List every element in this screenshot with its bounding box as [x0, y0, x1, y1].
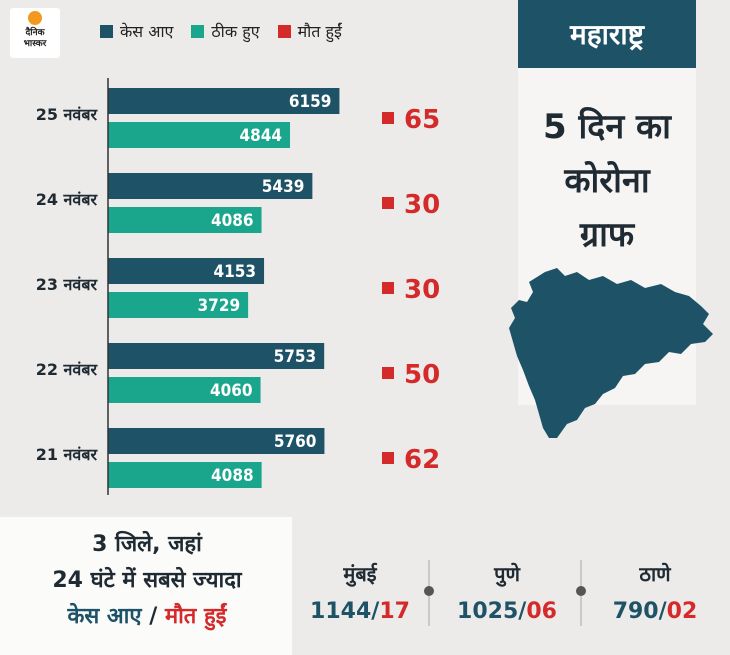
graph-title-line3: ग्राफ	[579, 215, 635, 255]
brand-logo: दैनिक भास्कर	[10, 8, 60, 58]
legend-item-deaths: मौत हुईं	[277, 20, 342, 42]
bar-recovered	[108, 462, 262, 488]
separator-dot-icon	[576, 586, 586, 596]
city-name: मुंबई	[343, 562, 377, 586]
separator	[576, 560, 586, 626]
city-mumbai: मुंबई 1144/17	[290, 560, 430, 624]
death-value: 65	[404, 105, 440, 135]
bar-cases	[108, 173, 313, 199]
bar-recovered	[108, 207, 262, 233]
caption-separator: /	[141, 604, 165, 629]
caption-line1: 3 जिले, जहां	[92, 532, 202, 557]
category-label: 22 नवंबर	[36, 360, 99, 379]
bar-label-recovered: 3729	[198, 296, 241, 316]
bar-recovered	[108, 292, 249, 318]
bottom-left-panel	[0, 517, 292, 655]
city-pune: पुणे 1025/06	[437, 560, 577, 624]
state-title: महाराष्ट्र	[518, 0, 696, 68]
death-value: 62	[404, 445, 440, 475]
bar-label-cases: 4153	[213, 262, 256, 282]
legend-label-recovered: ठीक हुए	[211, 22, 260, 41]
bar-label-recovered: 4088	[211, 466, 254, 486]
city-numbers: 790/02	[585, 599, 725, 624]
death-value: 30	[404, 275, 440, 305]
city-deaths: 17	[379, 599, 410, 624]
death-marker	[382, 112, 394, 124]
legend-item-recovered: ठीक हुए	[191, 20, 260, 42]
legend-label-deaths: मौत हुईं	[297, 22, 342, 41]
bar-cases	[108, 428, 325, 454]
category-label: 23 नवंबर	[36, 275, 99, 294]
bar-label-recovered: 4060	[210, 381, 253, 401]
legend-swatch-recovered	[191, 24, 205, 38]
city-cases: 790	[612, 599, 659, 624]
city-slash: /	[371, 599, 380, 624]
death-marker	[382, 282, 394, 294]
bar-cases	[108, 258, 265, 284]
city-cases: 1144	[310, 599, 372, 624]
category-label: 25 नवंबर	[36, 105, 99, 124]
city-numbers: 1144/17	[290, 599, 430, 624]
bar-label-recovered: 4844	[239, 126, 282, 146]
death-marker	[382, 367, 394, 379]
bar-label-cases: 5760	[274, 432, 317, 452]
separator-dot-icon	[424, 586, 434, 596]
city-name: पुणे	[494, 562, 520, 586]
bar-label-recovered: 4086	[211, 211, 254, 231]
city-thane: ठाणे 790/02	[585, 560, 725, 624]
separator	[424, 560, 434, 626]
graph-title-line2: कोरोना	[564, 161, 650, 201]
bar-label-cases: 5753	[274, 347, 317, 367]
death-marker	[382, 197, 394, 209]
top-districts-caption: 3 जिले, जहां 24 घंटे में सबसे ज्यादा केस…	[12, 527, 282, 635]
brand-line1: दैनिक	[25, 28, 45, 38]
city-numbers: 1025/06	[437, 599, 577, 624]
bar-recovered	[108, 377, 261, 403]
sun-icon	[28, 11, 42, 25]
bar-cases	[108, 343, 325, 369]
city-deaths: 06	[526, 599, 557, 624]
death-value: 30	[404, 190, 440, 220]
chart-legend: केस आए ठीक हुए मौत हुईं	[100, 20, 360, 42]
city-deaths: 02	[666, 599, 698, 624]
bar-recovered	[108, 122, 291, 148]
city-name: ठाणे	[639, 562, 671, 586]
caption-cases: केस आए	[67, 604, 142, 629]
city-slash: /	[658, 599, 667, 624]
caption-deaths: मौत हुईं	[164, 604, 227, 629]
bar-label-cases: 6159	[289, 92, 332, 112]
category-label: 24 नवंबर	[36, 190, 99, 209]
caption-line2: 24 घंटे में सबसे ज्यादा	[52, 568, 242, 593]
death-marker	[382, 452, 394, 464]
graph-title-line1: 5 दिन का	[543, 107, 671, 147]
bar-label-cases: 5439	[262, 177, 305, 197]
legend-swatch-deaths	[277, 24, 291, 38]
legend-swatch-cases	[100, 24, 113, 38]
caption-line3: केस आए / मौत हुईं	[12, 599, 282, 635]
city-slash: /	[518, 599, 527, 624]
bar-chart: 25 नवंबर 6159 4844 65 24 नवंबर 5439 4086 30 23 न…	[36, 78, 440, 495]
city-cases: 1025	[457, 599, 519, 624]
bar-cases	[108, 88, 340, 114]
category-label: 21 नवंबर	[36, 445, 99, 464]
graph-title: 5 दिन का कोरोना ग्राफ	[518, 100, 696, 262]
death-value: 50	[404, 360, 440, 390]
maharashtra-map-icon	[509, 268, 713, 438]
brand-line2: भास्कर	[23, 39, 47, 49]
legend-item-cases: केस आए	[100, 20, 173, 42]
legend-label-cases: केस आए	[120, 22, 174, 41]
